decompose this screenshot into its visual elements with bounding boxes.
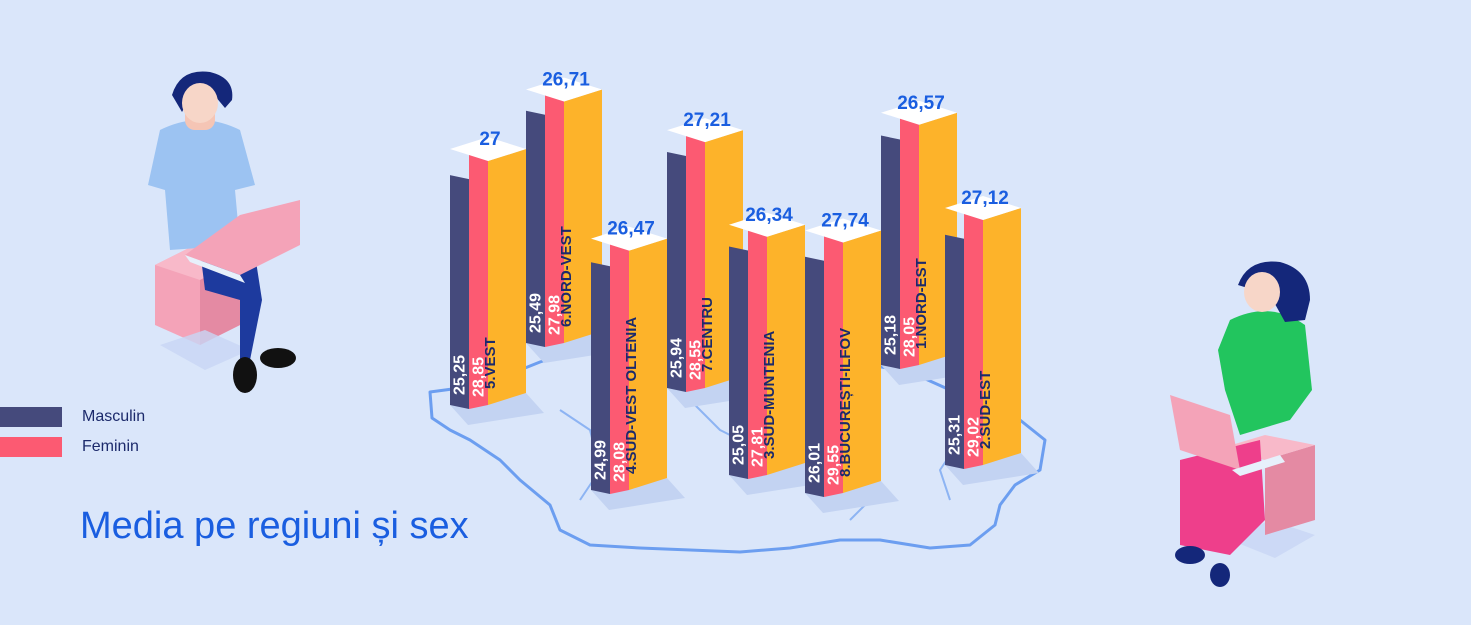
bar-masculin: [450, 175, 469, 409]
column-shadow: [945, 453, 1039, 485]
region-label: 7.CENTRU: [699, 297, 716, 372]
column-shadow: [729, 463, 823, 495]
region-column-8-bucure-ti-ilfov: 26,01 29,558.BUCUREȘTI-ILFOV 27,74: [805, 211, 899, 513]
region-label: 8.BUCUREȘTI-ILFOV: [837, 328, 854, 477]
value-label-masculin: 25,31: [947, 415, 964, 455]
bar-feminin: [964, 200, 983, 469]
column-top-face: [591, 226, 667, 251]
value-label-masculin: 25,05: [731, 425, 748, 465]
column-shadow: [450, 393, 544, 425]
column-top-face: [805, 218, 881, 243]
bar-feminin: [469, 142, 488, 410]
column-top-face: [450, 137, 526, 162]
legend-item-masculin: Masculin: [0, 402, 145, 432]
bar-masculin: [945, 234, 964, 469]
column-shadow: [591, 478, 685, 510]
value-label-feminin: 27,98: [547, 295, 564, 335]
bar-total: [629, 238, 667, 490]
legend-swatch-masculin: [0, 407, 62, 427]
region-label: 5.VEST: [482, 337, 499, 389]
bar-masculin: [591, 262, 610, 494]
bar-total: [843, 230, 881, 493]
legend: Masculin Feminin: [0, 402, 145, 462]
column-top-face: [729, 212, 805, 237]
bar-masculin: [729, 246, 748, 479]
legend-item-feminin: Feminin: [0, 432, 145, 462]
column-shadow: [805, 481, 899, 513]
bar-feminin: [610, 234, 629, 494]
chart-title: Media pe regiuni și sex: [80, 505, 469, 547]
woman-illustration: [1170, 261, 1315, 587]
legend-label-feminin: Feminin: [82, 438, 139, 455]
value-label-masculin: 24,99: [593, 440, 610, 480]
bar-masculin: [526, 110, 545, 347]
value-label-masculin: 25,49: [528, 293, 545, 333]
bar-feminin: [900, 109, 919, 369]
total-value-label: 26,47: [607, 219, 655, 240]
bar-feminin: [545, 88, 564, 347]
region-label: 1.NORD-EST: [913, 258, 930, 349]
column-top-face: [945, 195, 1021, 220]
region-column-4-sud-vest-oltenia: 24,99 28,084.SUD-VEST OLTENIA 26,47: [591, 219, 685, 510]
bar-total: [767, 224, 805, 475]
total-value-label: 26,71: [542, 70, 590, 91]
value-label-masculin: 25,94: [669, 338, 686, 378]
value-label-feminin: 28,08: [612, 442, 629, 482]
value-label-feminin: 28,85: [471, 357, 488, 397]
column-top-face: [526, 77, 602, 102]
total-value-label: 27: [479, 129, 500, 150]
bar-total: [983, 207, 1021, 466]
value-label-masculin: 26,01: [807, 443, 824, 483]
region-label: 4.SUD-VEST OLTENIA: [623, 317, 640, 474]
column-top-face: [881, 100, 957, 125]
region-column-5-vest: 25,25 28,855.VEST 27: [450, 129, 544, 425]
region-label: 6.NORD-VEST: [558, 226, 575, 327]
man-illustration: [148, 71, 300, 393]
value-label-feminin: 28,55: [688, 340, 705, 380]
total-value-label: 27,12: [961, 188, 1009, 209]
bar-masculin: [881, 135, 900, 369]
region-label: 2.SUD-EST: [977, 371, 994, 449]
column-top-face: [667, 118, 743, 143]
legend-label-masculin: Masculin: [82, 408, 146, 425]
region-label: 3.SUD-MUNTENIA: [761, 330, 778, 459]
value-label-feminin: 29,55: [826, 445, 843, 485]
value-label-feminin: 29,02: [966, 417, 983, 457]
bar-feminin: [824, 224, 843, 497]
bar-total: [488, 149, 526, 405]
bars-layer: 25,49 27,986.NORD-VEST 26,71 25,18 28,051.NO…: [450, 70, 1039, 513]
value-label-feminin: 28,05: [902, 317, 919, 357]
total-value-label: 27,74: [821, 211, 869, 232]
bar-feminin: [686, 128, 705, 393]
total-value-label: 26,57: [897, 93, 945, 114]
region-column-2-sud-est: 25,31 29,022.SUD-EST 27,12: [945, 188, 1039, 485]
bar-masculin: [667, 152, 686, 392]
total-value-label: 26,34: [745, 205, 793, 226]
total-value-label: 27,21: [683, 110, 731, 131]
value-label-feminin: 27,81: [750, 427, 767, 467]
bar-feminin: [748, 221, 767, 479]
region-column-3-sud-muntenia: 25,05 27,813.SUD-MUNTENIA 26,34: [729, 205, 823, 495]
bar-masculin: [805, 256, 824, 497]
value-label-masculin: 25,25: [452, 355, 469, 395]
legend-swatch-feminin: [0, 437, 62, 457]
value-label-masculin: 25,18: [883, 315, 900, 355]
